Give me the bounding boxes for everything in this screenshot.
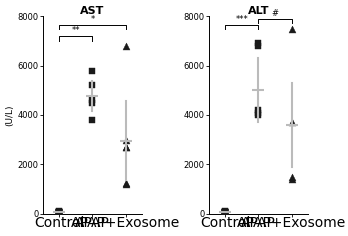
Point xyxy=(222,210,228,214)
Point xyxy=(222,210,228,213)
Point xyxy=(222,211,228,214)
Point xyxy=(256,42,261,45)
Point xyxy=(222,210,228,214)
Point xyxy=(56,211,62,214)
Point xyxy=(56,211,62,215)
Point xyxy=(289,175,294,179)
Point xyxy=(90,69,95,72)
Point xyxy=(123,44,128,48)
Point xyxy=(90,101,95,105)
Point xyxy=(256,111,261,114)
Point xyxy=(222,211,228,215)
Point xyxy=(56,211,62,214)
Point xyxy=(256,108,261,112)
Point xyxy=(289,177,294,181)
Point xyxy=(256,44,261,48)
Point xyxy=(123,182,128,186)
Point xyxy=(90,98,95,102)
Point xyxy=(222,210,228,213)
Text: ***: *** xyxy=(236,15,248,24)
Point xyxy=(123,145,128,149)
Point xyxy=(256,113,261,117)
Point xyxy=(90,84,95,87)
Point xyxy=(289,27,294,30)
Point xyxy=(56,210,62,214)
Title: ALT: ALT xyxy=(248,6,269,16)
Point xyxy=(90,118,95,122)
Text: **: ** xyxy=(72,26,80,35)
Y-axis label: (U/L): (U/L) xyxy=(6,104,15,126)
Point xyxy=(222,211,228,214)
Point xyxy=(56,210,62,214)
Point xyxy=(56,210,62,213)
Point xyxy=(289,121,294,124)
Point xyxy=(56,210,62,214)
Text: *: * xyxy=(90,15,95,24)
Point xyxy=(56,210,62,213)
Point xyxy=(56,210,62,214)
Title: AST: AST xyxy=(80,6,105,16)
Point xyxy=(56,210,62,214)
Point xyxy=(222,210,228,214)
Point xyxy=(222,210,228,214)
Point xyxy=(123,181,128,185)
Point xyxy=(123,138,128,142)
Point xyxy=(123,145,128,149)
Text: #: # xyxy=(271,9,278,18)
Point xyxy=(222,210,228,214)
